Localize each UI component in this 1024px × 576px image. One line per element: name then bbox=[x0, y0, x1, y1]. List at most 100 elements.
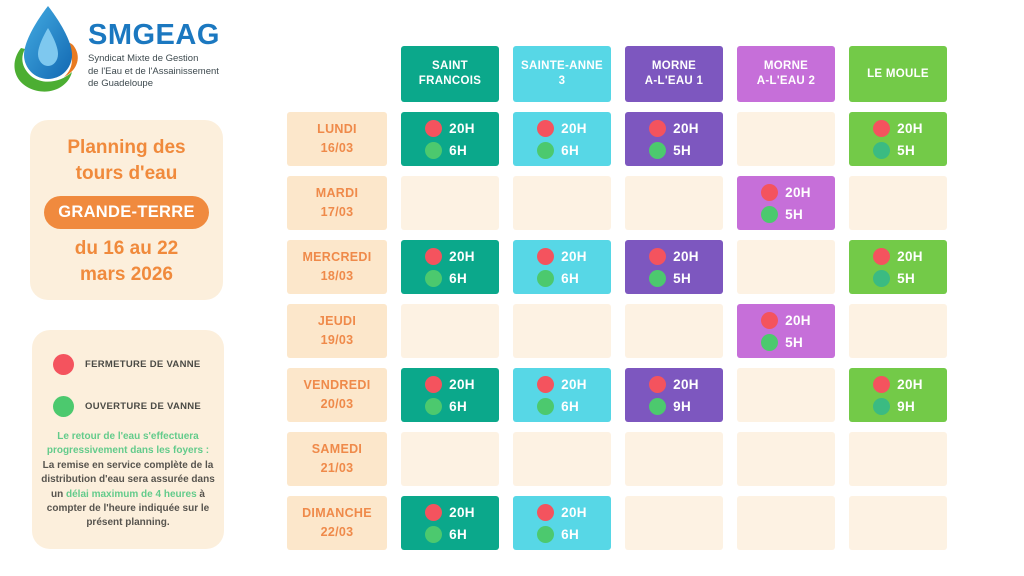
water-schedule-table: SAINT FRANCOIS SAINTE-ANNE 3 MORNE A-L'EAU… bbox=[287, 46, 947, 550]
day-cell-dimanche: DIMANCHE 22/03 bbox=[287, 496, 387, 550]
valve-close-icon bbox=[425, 375, 443, 393]
close-time: 20H bbox=[673, 248, 699, 264]
valve-open-icon bbox=[425, 525, 443, 543]
column-header-saint-francois: SAINT FRANCOIS bbox=[401, 46, 499, 102]
open-time-row: 6H bbox=[537, 397, 587, 415]
valve-times: 20H 5H bbox=[649, 119, 699, 159]
schedule-cell-samedi-sainte-anne-3 bbox=[513, 432, 611, 486]
valve-close-icon bbox=[873, 375, 891, 393]
schedule-cell-dimanche-morne-a-leau-2 bbox=[737, 496, 835, 550]
open-time: 5H bbox=[673, 270, 692, 286]
column-header-morne-a-leau-2: MORNE A-L'EAU 2 bbox=[737, 46, 835, 102]
schedule-cell-dimanche-saint-francois: 20H 6H bbox=[401, 496, 499, 550]
schedule-cell-mardi-morne-a-leau-2: 20H 5H bbox=[737, 176, 835, 230]
schedule-cell-jeudi-le-moule bbox=[849, 304, 947, 358]
day-name: LUNDI bbox=[317, 122, 357, 136]
valve-open-icon bbox=[649, 397, 667, 415]
valve-open-icon bbox=[537, 397, 555, 415]
day-cell-mardi: MARDI 17/03 bbox=[287, 176, 387, 230]
valve-open-icon bbox=[537, 525, 555, 543]
open-time-row: 6H bbox=[425, 397, 475, 415]
day-date: 21/03 bbox=[320, 461, 354, 475]
close-time-row: 20H bbox=[761, 183, 811, 201]
planning-title: Planning des tours d'eau bbox=[67, 137, 186, 184]
close-time: 20H bbox=[897, 376, 923, 392]
day-name: MARDI bbox=[315, 186, 359, 200]
column-header-sainte-anne-3: SAINTE-ANNE 3 bbox=[513, 46, 611, 102]
valve-close-icon bbox=[537, 375, 555, 393]
schedule-cell-lundi-morne-a-leau-1: 20H 5H bbox=[625, 112, 723, 166]
open-time-row: 9H bbox=[649, 397, 699, 415]
valve-close-icon bbox=[761, 311, 779, 329]
open-time: 6H bbox=[449, 398, 468, 414]
day-date: 20/03 bbox=[320, 397, 354, 411]
valve-open-icon bbox=[53, 396, 74, 417]
valve-times: 20H 6H bbox=[425, 375, 475, 415]
valve-times: 20H 9H bbox=[649, 375, 699, 415]
schedule-cell-mardi-sainte-anne-3 bbox=[513, 176, 611, 230]
schedule-cell-vendredi-morne-a-leau-2 bbox=[737, 368, 835, 422]
day-name: JEUDI bbox=[317, 314, 357, 328]
valve-times: 20H 6H bbox=[537, 375, 587, 415]
day-name: SAMEDI bbox=[311, 442, 363, 456]
legend-panel: FERMETURE DE VANNE OUVERTURE DE VANNE Le… bbox=[32, 330, 224, 549]
schedule-cell-mardi-morne-a-leau-1 bbox=[625, 176, 723, 230]
planning-period: du 16 au 22 mars 2026 bbox=[74, 238, 179, 285]
valve-times: 20H 6H bbox=[537, 503, 587, 543]
schedule-cell-dimanche-sainte-anne-3: 20H 6H bbox=[513, 496, 611, 550]
column-header-le-moule: LE MOULE bbox=[849, 46, 947, 102]
close-time-row: 20H bbox=[761, 311, 811, 329]
schedule-cell-dimanche-morne-a-leau-1 bbox=[625, 496, 723, 550]
close-time: 20H bbox=[673, 376, 699, 392]
close-time: 20H bbox=[897, 248, 923, 264]
day-cell-vendredi: VENDREDI 20/03 bbox=[287, 368, 387, 422]
close-time: 20H bbox=[785, 184, 811, 200]
logo-title: SMGEAG bbox=[88, 19, 220, 51]
legend-item-close: FERMETURE DE VANNE bbox=[53, 354, 224, 375]
day-cell-mercredi: MERCREDI 18/03 bbox=[287, 240, 387, 294]
day-name: VENDREDI bbox=[303, 378, 371, 392]
valve-open-icon bbox=[537, 269, 555, 287]
territory-badge: GRANDE-TERRE bbox=[44, 196, 209, 229]
valve-close-icon bbox=[649, 375, 667, 393]
schedule-cell-mercredi-morne-a-leau-2 bbox=[737, 240, 835, 294]
close-time: 20H bbox=[561, 248, 587, 264]
schedule-cell-dimanche-le-moule bbox=[849, 496, 947, 550]
valve-open-icon bbox=[425, 397, 443, 415]
day-date: 16/03 bbox=[320, 141, 354, 155]
schedule-cell-jeudi-morne-a-leau-2: 20H 5H bbox=[737, 304, 835, 358]
note-dark-2: à compter de l'heure indiquée sur le pré… bbox=[46, 488, 210, 529]
day-cell-jeudi: JEUDI 19/03 bbox=[287, 304, 387, 358]
open-time: 6H bbox=[561, 270, 580, 286]
close-time-row: 20H bbox=[425, 119, 475, 137]
schedule-cell-lundi-saint-francois: 20H 6H bbox=[401, 112, 499, 166]
open-time-row: 5H bbox=[649, 141, 699, 159]
info-panel: Planning des tours d'eau GRANDE-TERRE du… bbox=[30, 120, 223, 300]
valve-times: 20H 5H bbox=[761, 311, 811, 351]
schedule-cell-lundi-sainte-anne-3: 20H 6H bbox=[513, 112, 611, 166]
valve-close-icon bbox=[537, 503, 555, 521]
valve-open-icon bbox=[649, 269, 667, 287]
close-time-row: 20H bbox=[425, 503, 475, 521]
close-time-row: 20H bbox=[537, 119, 587, 137]
legend-item-open: OUVERTURE DE VANNE bbox=[53, 396, 224, 417]
close-time: 20H bbox=[673, 120, 699, 136]
open-time: 6H bbox=[449, 142, 468, 158]
valve-open-icon bbox=[761, 205, 779, 223]
close-time-row: 20H bbox=[649, 119, 699, 137]
valve-times: 20H 5H bbox=[649, 247, 699, 287]
column-header-morne-a-leau-1: MORNE A-L'EAU 1 bbox=[625, 46, 723, 102]
legend-close-label: FERMETURE DE VANNE bbox=[85, 359, 201, 370]
close-time-row: 20H bbox=[873, 119, 923, 137]
schedule-cell-vendredi-morne-a-leau-1: 20H 9H bbox=[625, 368, 723, 422]
valve-close-icon bbox=[425, 247, 443, 265]
schedule-cell-samedi-le-moule bbox=[849, 432, 947, 486]
close-time: 20H bbox=[449, 120, 475, 136]
schedule-cell-lundi-morne-a-leau-2 bbox=[737, 112, 835, 166]
close-time: 20H bbox=[897, 120, 923, 136]
valve-times: 20H 6H bbox=[425, 247, 475, 287]
schedule-cell-mercredi-morne-a-leau-1: 20H 5H bbox=[625, 240, 723, 294]
schedule-cell-mardi-le-moule bbox=[849, 176, 947, 230]
open-time: 6H bbox=[449, 526, 468, 542]
valve-close-icon bbox=[537, 247, 555, 265]
